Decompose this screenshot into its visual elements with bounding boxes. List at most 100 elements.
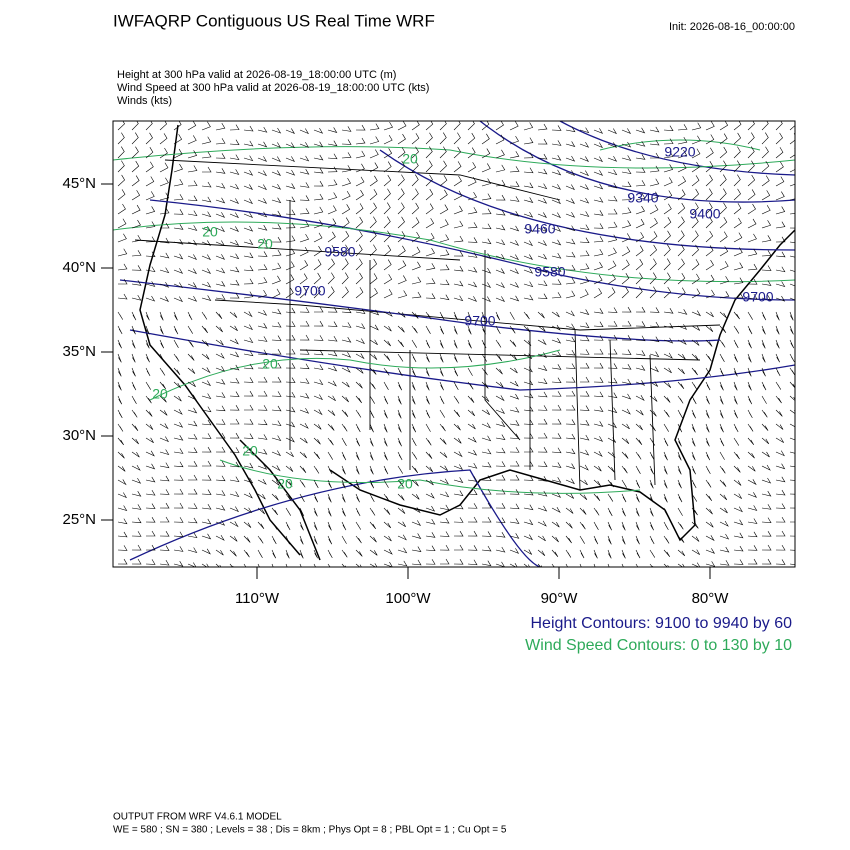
lat-tick-label: 40°N bbox=[62, 259, 96, 276]
wind-barb bbox=[635, 365, 646, 371]
wind-barb bbox=[551, 433, 562, 439]
wind-barb bbox=[635, 535, 640, 545]
wind-barb bbox=[775, 161, 784, 173]
wind-barb bbox=[551, 507, 561, 513]
wind-barb bbox=[327, 437, 334, 446]
wind-barb bbox=[299, 128, 310, 135]
wind-barb bbox=[285, 209, 296, 216]
wind-barb bbox=[523, 432, 534, 439]
wind-barb bbox=[579, 263, 590, 271]
wind-barb bbox=[775, 191, 785, 201]
wind-barb bbox=[509, 489, 520, 495]
wind-barb bbox=[257, 198, 268, 204]
wind-barb bbox=[649, 139, 660, 146]
wind-barb bbox=[467, 132, 476, 145]
wind-barb bbox=[677, 493, 683, 503]
wind-barb bbox=[789, 147, 795, 159]
wind-barb bbox=[789, 311, 794, 321]
wind-barb bbox=[439, 339, 444, 349]
wind-barb bbox=[551, 404, 562, 411]
wind-barb bbox=[523, 563, 531, 567]
wind-barb bbox=[439, 249, 450, 257]
wind-barb bbox=[467, 395, 475, 403]
wind-barb bbox=[537, 391, 548, 398]
wind-barb bbox=[271, 507, 278, 516]
wind-barb bbox=[705, 147, 714, 159]
wind-barb bbox=[481, 296, 492, 303]
wind-barb bbox=[425, 423, 431, 432]
wind-barb bbox=[257, 376, 268, 383]
wind-barb bbox=[313, 521, 318, 531]
wind-barb bbox=[327, 231, 336, 243]
wind-barb bbox=[327, 350, 338, 357]
wind-barb bbox=[243, 563, 247, 567]
wind-barb bbox=[775, 516, 786, 523]
wind-barb bbox=[131, 311, 137, 321]
wind-barb bbox=[201, 225, 212, 232]
wind-barb bbox=[607, 307, 618, 313]
wind-barb bbox=[159, 177, 169, 187]
wind-barb bbox=[271, 465, 281, 472]
wind-barb bbox=[215, 254, 226, 260]
wind-barb bbox=[187, 295, 198, 302]
wind-barb bbox=[649, 423, 656, 432]
wind-barb bbox=[467, 325, 472, 335]
wind-barb bbox=[215, 446, 226, 453]
wind-barb bbox=[635, 180, 646, 187]
wind-barb bbox=[313, 423, 322, 430]
wind-barb bbox=[285, 287, 294, 299]
wind-barb bbox=[131, 423, 139, 431]
wind-barb bbox=[257, 349, 268, 356]
wind-barb bbox=[705, 367, 711, 376]
wind-barb bbox=[229, 292, 240, 299]
wind-barb bbox=[355, 176, 365, 187]
wind-barb bbox=[733, 395, 738, 405]
wind-barb bbox=[537, 253, 548, 260]
wind-barb bbox=[383, 188, 391, 201]
wind-barb bbox=[145, 161, 154, 173]
wind-barb bbox=[565, 336, 576, 343]
wind-barb bbox=[733, 339, 739, 349]
wind-barb bbox=[565, 184, 576, 191]
wind-barb bbox=[369, 202, 377, 215]
wind-barb bbox=[761, 544, 772, 551]
wind-barb bbox=[495, 421, 506, 427]
wind-barb bbox=[495, 268, 506, 275]
wind-barb bbox=[285, 274, 295, 285]
wind-barb bbox=[607, 521, 612, 531]
wind-barb bbox=[705, 465, 711, 475]
wind-barb bbox=[411, 437, 417, 447]
wind-barb bbox=[243, 252, 254, 259]
wind-barb bbox=[257, 336, 268, 342]
wind-barb bbox=[439, 279, 450, 286]
wind-barb bbox=[705, 437, 710, 447]
wind-barb bbox=[341, 366, 351, 373]
wind-barb bbox=[579, 507, 587, 515]
wind-barb bbox=[509, 151, 520, 159]
wind-barb bbox=[649, 126, 660, 133]
wind-barb bbox=[607, 234, 618, 243]
wind-barb bbox=[719, 395, 724, 405]
wind-barb bbox=[243, 535, 251, 543]
wind-barb bbox=[691, 175, 700, 187]
wind-barb bbox=[621, 233, 631, 243]
wind-barb bbox=[173, 421, 184, 428]
wind-barb bbox=[705, 202, 713, 215]
wind-barb bbox=[355, 308, 366, 315]
wind-barb bbox=[761, 339, 766, 349]
wind-barb bbox=[201, 518, 212, 525]
wind-barb bbox=[313, 335, 324, 341]
wind-barb bbox=[607, 169, 618, 176]
wind-barb bbox=[579, 376, 590, 383]
wind-barb bbox=[271, 142, 282, 148]
wind-barb bbox=[215, 325, 223, 333]
wind-barb bbox=[117, 395, 123, 405]
wind-barb bbox=[635, 245, 644, 257]
wind-barb bbox=[453, 175, 462, 187]
wind-barb bbox=[607, 334, 618, 341]
wind-barb bbox=[229, 139, 240, 146]
wind-barb bbox=[299, 363, 310, 370]
wind-barb bbox=[495, 561, 505, 567]
wind-barb bbox=[187, 532, 198, 539]
wind-barb bbox=[355, 563, 362, 567]
